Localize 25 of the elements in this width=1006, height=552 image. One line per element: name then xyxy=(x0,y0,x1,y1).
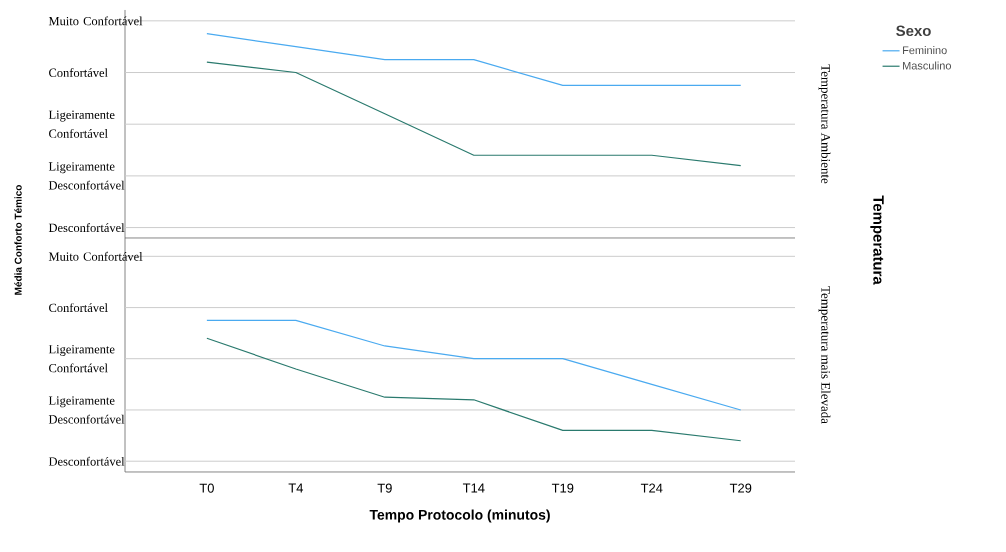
legend-label: Masculino xyxy=(903,61,951,70)
ref-line-label: Ligeiramente Confortável xyxy=(48,110,115,138)
x-tick-label: T9 xyxy=(377,483,392,493)
y2-axis-title: Temperatura Ambiente xyxy=(818,64,831,184)
ref-line-label: Desconfortável xyxy=(48,456,125,466)
ref-line-label: Confortável xyxy=(49,303,108,313)
ref-line-label: Ligeiramente Confortável xyxy=(48,345,115,373)
ref-line-label: Ligeiramente Desconfortável xyxy=(48,162,125,190)
ref-line-label: Confortável xyxy=(49,68,108,77)
ref-line-label: Muito Confortável xyxy=(48,251,143,261)
y-axis-title: Média Conforto Témico xyxy=(14,185,22,295)
ref-line-label: Ligeiramente Desconfortável xyxy=(48,396,125,424)
ref-line-label: Desconfortável xyxy=(48,223,125,233)
x-axis-title: Tempo Protocolo (minutos) xyxy=(369,509,550,523)
x-tick-label: T14 xyxy=(462,483,485,493)
legend-label: Feminino xyxy=(903,46,947,55)
x-tick-label: T19 xyxy=(551,483,574,493)
text: Temperatura xyxy=(870,195,884,285)
y2-axis-title: Temperatura mais Elevada xyxy=(818,286,831,424)
legend-title: Sexo xyxy=(896,25,931,37)
x-tick-label: T24 xyxy=(640,483,663,493)
x-tick-label: T4 xyxy=(288,483,304,493)
x-tick-label: T0 xyxy=(199,483,214,493)
ref-line-label: Muito Confortável xyxy=(48,16,143,26)
x-tick-label: T29 xyxy=(729,483,752,493)
